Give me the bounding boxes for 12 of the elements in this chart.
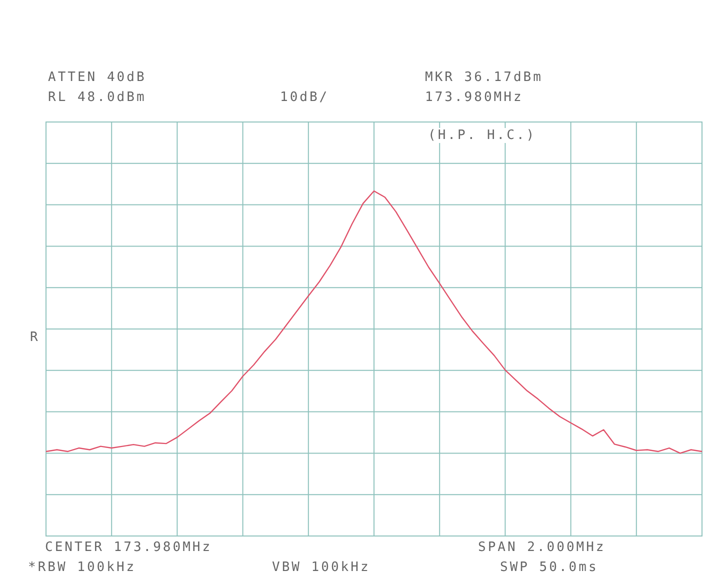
- text: CENTER 173.980MHz: [43, 540, 214, 555]
- text: ATTEN 40dB: [46, 70, 148, 85]
- text: 10dB/: [278, 90, 332, 105]
- text: 173.980MHz: [423, 90, 526, 105]
- text: (H.P. H.C.): [426, 128, 538, 143]
- text: *RBW 100kHz: [26, 560, 138, 575]
- text: VBW 100kHz: [270, 560, 372, 575]
- text: SPAN 2.000MHz: [476, 540, 608, 555]
- text: SWP 50.0ms: [498, 560, 600, 575]
- text: R: [28, 330, 42, 345]
- text: RL 48.0dBm: [46, 90, 148, 105]
- text: MKR 36.17dBm: [423, 70, 545, 85]
